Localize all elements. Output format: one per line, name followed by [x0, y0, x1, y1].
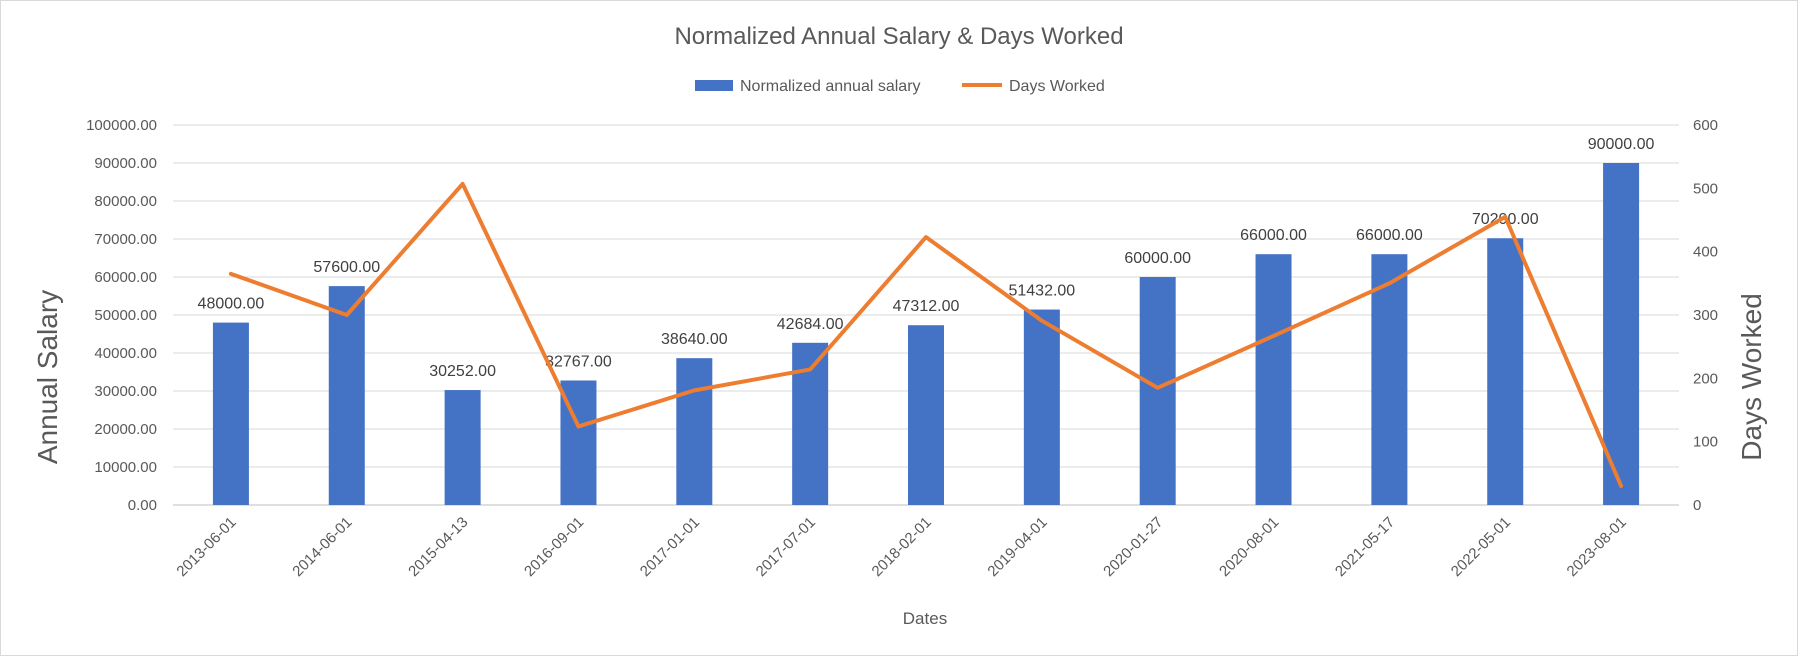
salary-data-label: 51432.00: [1008, 283, 1075, 300]
salary-bar: [1255, 254, 1292, 505]
legend-swatch-salary: [695, 80, 733, 91]
salary-data-label: 48000.00: [198, 296, 265, 313]
salary-data-label: 66000.00: [1240, 227, 1307, 244]
x-tick-label: 2019-04-01: [984, 514, 1050, 580]
salary-bar: [328, 286, 365, 505]
salary-data-label: 60000.00: [1124, 250, 1191, 267]
y2-axis-ticks: 0 100 200 300 400 500 600: [1693, 117, 1718, 514]
salary-data-label: 30252.00: [429, 363, 496, 380]
salary-data-label: 38640.00: [661, 331, 728, 348]
days-worked-series-line: [228, 181, 1624, 488]
salary-bar: [212, 322, 249, 505]
x-tick-label: 2020-08-01: [1216, 514, 1282, 580]
x-tick-label: 2014-06-01: [289, 514, 355, 580]
x-tick-label: 2017-07-01: [753, 514, 819, 580]
y-tick-label: 100000.00: [86, 117, 157, 134]
chart-title: Normalized Annual Salary & Days Worked: [674, 23, 1123, 50]
legend-label-salary: Normalized annual salary: [740, 78, 921, 95]
salary-data-label: 47312.00: [893, 298, 960, 315]
salary-data-labels: 48000.00 57600.00 30252.00 32767.00 38640.00…: [198, 136, 1655, 380]
y-tick-label: 10000.00: [94, 459, 157, 476]
x-tick-label: 2022-05-01: [1448, 514, 1514, 580]
x-tick-label: 2023-08-01: [1564, 514, 1630, 580]
y2-tick-label: 300: [1693, 307, 1718, 324]
salary-bar: [444, 390, 481, 505]
x-tick-label: 2021-05-17: [1332, 514, 1398, 580]
y-tick-label: 80000.00: [94, 193, 157, 210]
salary-bar: [1139, 277, 1176, 505]
y2-axis-title: Days Worked: [1736, 293, 1767, 461]
legend-label-days: Days Worked: [1009, 78, 1105, 95]
salary-data-label: 42684.00: [777, 316, 844, 333]
y2-tick-label: 600: [1693, 117, 1718, 134]
y-tick-label: 0.00: [128, 497, 157, 514]
y2-tick-label: 500: [1693, 180, 1718, 197]
salary-bar: [1023, 309, 1060, 505]
salary-bar: [1487, 238, 1524, 506]
salary-bar: [1371, 254, 1408, 505]
y-tick-label: 60000.00: [94, 269, 157, 286]
x-tick-label: 2015-04-13: [405, 514, 471, 580]
y-tick-label: 40000.00: [94, 345, 157, 362]
y-tick-label: 30000.00: [94, 383, 157, 400]
y-axis-ticks: 0.00 10000.00 20000.00 30000.00 40000.00 5000…: [86, 117, 157, 514]
x-tick-label: 2016-09-01: [521, 514, 587, 580]
x-axis-title: Dates: [903, 609, 947, 628]
legend: Normalized annual salary Days Worked: [695, 78, 1105, 95]
y2-tick-label: 400: [1693, 244, 1718, 261]
salary-bar: [1603, 163, 1640, 505]
x-tick-label: 2018-02-01: [869, 514, 935, 580]
y-tick-label: 90000.00: [94, 155, 157, 172]
x-tick-label: 2020-01-27: [1100, 514, 1166, 580]
salary-bar: [908, 325, 944, 505]
y2-tick-label: 100: [1693, 434, 1718, 451]
y-tick-label: 20000.00: [94, 421, 157, 438]
x-tick-label: 2017-01-01: [637, 514, 703, 580]
y-tick-label: 50000.00: [94, 307, 157, 324]
salary-data-label: 57600.00: [313, 259, 380, 276]
days-worked-line: [228, 181, 1624, 488]
y2-tick-label: 200: [1693, 370, 1718, 387]
y2-tick-label: 0: [1693, 497, 1701, 514]
x-axis-ticks: 2013-06-01 2014-06-01 2015-04-13 2016-09-01…: [173, 514, 1629, 580]
salary-bar: [676, 358, 713, 505]
y-axis-title: Annual Salary: [32, 290, 63, 464]
x-tick-label: 2013-06-01: [173, 514, 239, 580]
salary-data-label: 66000.00: [1356, 227, 1423, 244]
y-tick-label: 70000.00: [94, 231, 157, 248]
salary-data-label: 90000.00: [1588, 136, 1655, 153]
salary-data-label: 32767.00: [545, 353, 612, 370]
salary-bars: [212, 163, 1640, 506]
